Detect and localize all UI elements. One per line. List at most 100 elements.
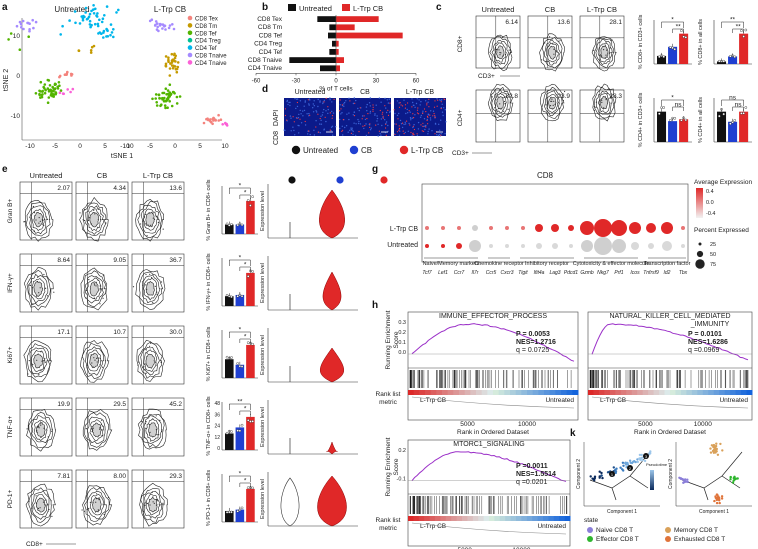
tsne-point: [170, 104, 174, 108]
if-dapi-nucleus: [438, 133, 441, 136]
gsea-y-tick: 0.2: [398, 448, 406, 454]
flow-event: [38, 374, 40, 376]
if-cd8-cell: [395, 123, 397, 125]
flow-event: [138, 361, 140, 363]
tsne-point: [65, 73, 68, 76]
if-cd8-cell: [422, 122, 424, 124]
dotplot-row-label: Untreated: [387, 242, 418, 249]
flow-event: [500, 42, 502, 44]
tsne-legend-dot: [187, 37, 193, 43]
flow-event: [92, 427, 94, 430]
if-cd8-cell: [423, 108, 426, 110]
gsea-title: MTORC1_SIGNALING: [453, 441, 524, 448]
mini-bar-datapoint: [662, 106, 666, 109]
sig-bracket-inner: [239, 482, 251, 487]
tsne-point: [175, 70, 179, 74]
flow-row-plot: 4.34: [75, 181, 129, 242]
traj-cell-state: [679, 477, 682, 480]
if-cd8-cell: [418, 113, 420, 115]
if-cd8-cell: [426, 115, 429, 117]
gsea-nes: NES=1.6286: [688, 339, 728, 346]
if-dapi-nucleus: [320, 119, 322, 122]
tsne-point: [168, 67, 172, 70]
mini-bar-datapoint: [230, 430, 233, 433]
flow-event: [547, 45, 549, 47]
dotplot-dot-ltrp: [505, 226, 509, 230]
tsne-point: [47, 90, 51, 93]
flow-event: [150, 224, 152, 226]
mini-bar-datapoint: [251, 420, 254, 423]
if-dapi-nucleus: [349, 129, 351, 132]
gsea-title: NATURAL_KILLER_CELL_MEDIATED: [609, 313, 730, 320]
if-dapi-nucleus: [325, 110, 327, 112]
sig-bracket-inner: [672, 28, 684, 33]
flow-event: [494, 107, 496, 109]
gsea-rank-colorbar: [532, 516, 539, 521]
tsne-points-ltrp: [97, 18, 229, 127]
if-cd8-cell: [429, 114, 431, 116]
if-dapi-nucleus: [396, 114, 399, 117]
if-dapi-nucleus: [384, 119, 386, 121]
group-legend-dot: [399, 145, 409, 155]
flow-event: [502, 55, 504, 57]
if-cd8-cell: [420, 124, 422, 126]
tsne-legend-dot: [187, 30, 193, 36]
sig-bracket-inner: [672, 106, 684, 111]
flow-event: [609, 47, 611, 49]
if-dapi-nucleus: [416, 98, 418, 100]
sig-bracket-inner: [239, 194, 251, 199]
flow-event: [610, 39, 612, 42]
tsne-point: [168, 83, 172, 86]
if-cd8-cell: [426, 104, 428, 106]
bar-row-0: **% Gran B+ in CD8+ cells: [206, 179, 258, 241]
dotplot-gene-label: Cxcr3: [500, 270, 513, 276]
dotplot-dot-ltrp: [661, 222, 673, 234]
mini-bar-datapoint: [236, 294, 239, 298]
flow-event: [91, 362, 93, 364]
if-cd8-cell: [413, 128, 415, 131]
flow-event: [44, 499, 46, 501]
tsne-point: [28, 28, 31, 31]
sig-bracket-inner: [239, 266, 251, 271]
flow-event: [37, 276, 39, 278]
tsne-point: [170, 61, 174, 64]
if-cd8-cell: [406, 120, 408, 122]
flow-event: [160, 361, 162, 363]
flow-event: [161, 430, 163, 432]
gsea-rank-colorbar: [631, 390, 638, 395]
gsea-q-value: q =0.0969: [688, 347, 719, 354]
flow-event: [91, 431, 93, 433]
flow-event: [35, 495, 37, 497]
gsea-left-label: L-Trp CB: [420, 397, 446, 404]
if-cd8-cell: [412, 125, 414, 127]
tsne-point: [28, 29, 31, 33]
if-cd8-cell: [409, 124, 411, 126]
if-cd8-cell: [296, 101, 298, 104]
if-dapi-nucleus: [444, 133, 446, 135]
if-cd8-cell: [387, 109, 389, 111]
mini-bar: [679, 119, 689, 142]
if-dapi-nucleus: [443, 107, 445, 109]
flow-contour: [145, 280, 155, 296]
if-dapi-nucleus: [403, 99, 405, 101]
flow-event: [603, 49, 605, 51]
divbar-bar-untreated: [289, 57, 336, 63]
flow-contour: [25, 202, 51, 237]
if-cd8-cell: [404, 107, 406, 109]
gsea-rank-colorbar: [741, 390, 748, 395]
tsne-point: [206, 117, 209, 120]
flow-event: [553, 53, 555, 55]
if-dapi-nucleus: [299, 100, 302, 102]
flow-event: [503, 110, 505, 112]
if-dapi-nucleus: [408, 122, 410, 125]
dotplot-dot-untreated: [631, 242, 639, 250]
mini-bar-datapoint: [680, 29, 683, 33]
mini-bar-y-label: % IFN-γ+ in CD8+ cells: [206, 253, 212, 310]
tsne-point: [162, 100, 166, 103]
if-cd8-cell: [382, 117, 384, 119]
flow-row-plot: 13.6: [131, 181, 185, 242]
flow-event: [99, 427, 101, 429]
if-dapi-nucleus: [308, 112, 310, 115]
tsne-point: [109, 23, 113, 26]
flow-event: [549, 105, 552, 107]
